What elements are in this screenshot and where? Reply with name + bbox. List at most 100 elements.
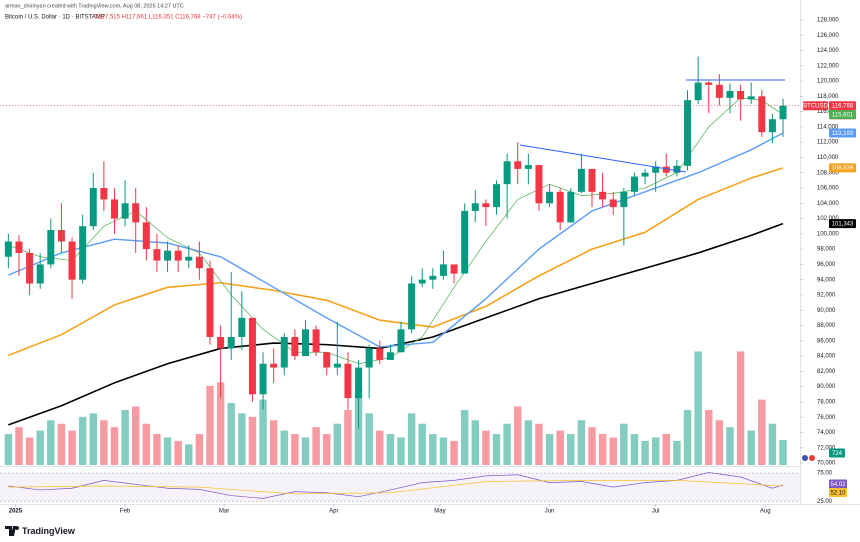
brand-icon — [5, 526, 20, 536]
rsi-value-label: 54.02 — [830, 482, 846, 488]
y-tick-label: 82,000 — [817, 369, 836, 375]
y-tick-label: 86,000 — [817, 338, 836, 344]
trendlines — [519, 79, 785, 173]
candle-body — [524, 165, 532, 169]
volume-bar — [545, 434, 554, 465]
candle-layer — [0, 56, 800, 429]
volume-bar — [78, 416, 87, 465]
candle-body — [195, 256, 203, 269]
volume-bar — [418, 423, 426, 465]
volume-value-label-box — [829, 448, 845, 458]
y-tick-label: 114,000 — [817, 124, 839, 130]
candle-body — [630, 176, 638, 192]
volume-bar — [471, 420, 479, 465]
y-tick-label: 128,000 — [817, 17, 839, 23]
volume-bar — [726, 427, 734, 465]
candle-body — [652, 166, 660, 173]
y-tick-label: 98,000 — [817, 247, 836, 253]
candle-body — [673, 165, 681, 173]
candle-body — [185, 256, 193, 261]
candle-body — [153, 249, 161, 261]
y-tick-label: 74,000 — [817, 430, 836, 436]
volume-bar — [747, 430, 755, 465]
flag-icons — [802, 455, 815, 461]
symbol-label-box — [803, 101, 828, 111]
volume-bar — [460, 409, 469, 465]
rsi-tick-label: 25.00 — [817, 499, 833, 505]
rsi-layer: 75.00 25.00 — [0, 471, 833, 505]
candle-body — [662, 166, 670, 173]
candle-body — [408, 283, 416, 330]
candle-body — [599, 191, 607, 200]
flag-icon — [802, 455, 808, 461]
volume-bar — [291, 434, 299, 465]
candle-body — [301, 329, 309, 357]
rsi-line — [8, 480, 784, 495]
volume-bar — [280, 430, 288, 465]
candle-body — [715, 84, 723, 98]
y-tick-label: 110,000 — [817, 155, 839, 161]
candle-body — [429, 275, 437, 280]
volume-bar — [89, 413, 97, 465]
volume-bar — [429, 434, 437, 465]
y-tick-label: 92,000 — [817, 293, 836, 299]
x-tick-label: Jun — [545, 509, 555, 515]
candle-body — [418, 279, 426, 284]
volume-bar — [630, 434, 639, 465]
candle-body — [779, 105, 787, 120]
candle-body — [164, 250, 172, 261]
volume-bar — [25, 437, 34, 465]
candle-body — [206, 268, 214, 337]
candle-body — [280, 336, 288, 368]
candle-body — [461, 210, 469, 274]
volume-bar — [195, 434, 204, 465]
volume-bar — [312, 427, 320, 465]
credit: arman_shirinyan created with TradingView… — [5, 3, 184, 9]
volume-bar — [598, 434, 607, 465]
x-tick-label: Aug — [760, 509, 771, 515]
candle-body — [110, 199, 118, 219]
candle-body — [132, 203, 140, 223]
candle-body — [493, 184, 501, 208]
ma-value-label-box — [829, 110, 856, 120]
candle-body — [47, 230, 55, 265]
volume-bar — [344, 409, 352, 465]
x-tick-label: 2025 — [9, 509, 23, 515]
candle-body — [376, 348, 384, 360]
volume-bar — [779, 440, 787, 465]
rsi-tick-label: 75.00 — [817, 471, 833, 477]
candle-body — [174, 250, 182, 261]
candle-body — [577, 168, 585, 192]
candle-body — [217, 336, 225, 349]
y-tick-label: 88,000 — [817, 323, 836, 329]
volume-bar — [535, 423, 543, 465]
volume-bar — [323, 434, 331, 465]
volume-bar — [662, 434, 671, 465]
volume-bar — [407, 413, 416, 465]
last-price-label: 116,768 — [832, 104, 854, 110]
y-tick-label: 80,000 — [817, 384, 836, 390]
y-tick-label: 76,000 — [817, 415, 836, 421]
volume-bar — [556, 430, 564, 465]
x-tick-label: Mar — [219, 509, 229, 515]
y-tick-label: 70,000 — [817, 461, 836, 467]
candle-body — [15, 241, 23, 253]
y-tick-label: 112,000 — [817, 140, 839, 146]
candle-body — [609, 199, 617, 208]
y-tick-label: 116,000 — [817, 109, 839, 115]
y-tick-label: 124,000 — [817, 48, 839, 54]
volume-bar — [386, 434, 395, 465]
ma-value-label-box — [829, 163, 856, 173]
volume-bar — [397, 437, 405, 465]
volume-bar — [301, 437, 310, 465]
candle-body — [737, 90, 745, 100]
volume-bar — [121, 409, 129, 465]
candle-body — [26, 252, 34, 284]
x-tick-label: May — [434, 509, 445, 515]
candle-body — [323, 352, 331, 368]
candle-body — [705, 82, 713, 85]
ohlc-readout: O117,515 H117,661 L116,351 C116,768 −747… — [94, 15, 242, 21]
candle-body — [312, 329, 320, 353]
volume-bar — [131, 406, 140, 465]
